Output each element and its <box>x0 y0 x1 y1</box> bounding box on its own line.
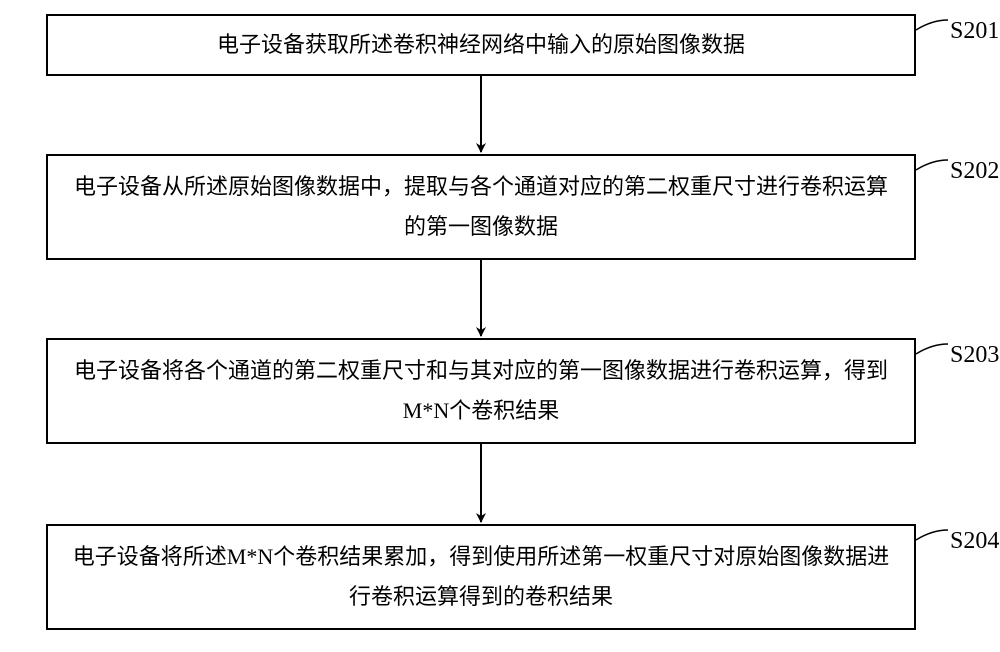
step-label-s203: S203 <box>950 342 999 369</box>
label-leader <box>916 160 948 170</box>
label-leader <box>916 20 948 30</box>
flow-node-s203: 电子设备将各个通道的第二权重尺寸和与其对应的第一图像数据进行卷积运算，得到M*N… <box>46 338 916 444</box>
flow-node-text: 电子设备从所述原始图像数据中，提取与各个通道对应的第二权重尺寸进行卷积运算的第一… <box>64 167 898 246</box>
flow-node-text: 电子设备获取所述卷积神经网络中输入的原始图像数据 <box>217 25 745 65</box>
flow-node-text: 电子设备将各个通道的第二权重尺寸和与其对应的第一图像数据进行卷积运算，得到M*N… <box>64 351 898 430</box>
flow-node-s202: 电子设备从所述原始图像数据中，提取与各个通道对应的第二权重尺寸进行卷积运算的第一… <box>46 154 916 260</box>
label-leader <box>916 344 948 354</box>
flowchart-canvas: 电子设备获取所述卷积神经网络中输入的原始图像数据 S201 电子设备从所述原始图… <box>0 0 1000 652</box>
label-leader <box>916 530 948 540</box>
flow-node-text: 电子设备将所述M*N个卷积结果累加，得到使用所述第一权重尺寸对原始图像数据进行卷… <box>64 537 898 616</box>
step-label-s201: S201 <box>950 18 999 45</box>
step-label-s204: S204 <box>950 528 999 555</box>
flow-node-s201: 电子设备获取所述卷积神经网络中输入的原始图像数据 <box>46 14 916 76</box>
step-label-s202: S202 <box>950 158 999 185</box>
flow-node-s204: 电子设备将所述M*N个卷积结果累加，得到使用所述第一权重尺寸对原始图像数据进行卷… <box>46 524 916 630</box>
